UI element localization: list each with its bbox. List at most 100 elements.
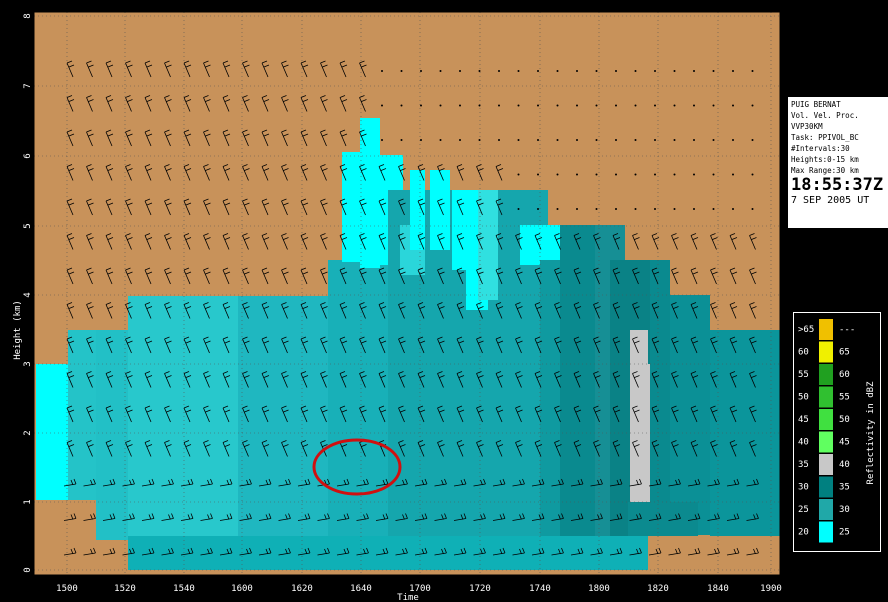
wind-barb: [242, 164, 250, 181]
wind-barb: [453, 513, 467, 521]
x-tick-label: 1900: [760, 584, 782, 594]
wind-barb: [456, 302, 465, 319]
wind-barb: [164, 267, 172, 285]
wind-barb: [400, 70, 403, 72]
wind-barb: [261, 198, 270, 216]
wind-barb: [456, 233, 465, 250]
wind-barb: [400, 104, 403, 107]
reflectivity-cell: [128, 296, 241, 536]
wind-barb: [690, 440, 699, 457]
wind-barb: [86, 405, 94, 423]
wind-barb: [395, 547, 408, 556]
wind-barb: [125, 405, 133, 423]
wind-barb: [732, 70, 734, 72]
wind-barb: [673, 139, 676, 141]
x-tick-label: 1820: [647, 584, 669, 594]
wind-barb: [726, 513, 740, 521]
wind-barb: [339, 336, 348, 354]
wind-barb: [729, 302, 738, 319]
wind-barb: [180, 478, 194, 487]
wind-barb: [437, 440, 445, 457]
wind-barb: [495, 302, 504, 319]
wind-barb: [615, 173, 617, 176]
wind-barb: [297, 547, 311, 556]
wind-barb: [595, 173, 598, 176]
wind-barb: [459, 104, 461, 107]
wind-barb: [261, 129, 270, 147]
wind-barb: [729, 371, 738, 388]
y-tick-label: 1: [23, 499, 33, 504]
wind-barb: [297, 478, 311, 487]
wind-barb: [417, 164, 426, 181]
wind-barb: [456, 336, 465, 354]
wind-barb: [219, 547, 233, 556]
legend-low: 45: [798, 415, 809, 425]
wind-barb: [751, 139, 754, 141]
wind-barb: [378, 233, 387, 250]
wind-barb: [498, 139, 500, 141]
wind-barb: [183, 198, 192, 216]
wind-barb: [673, 104, 676, 107]
wind-barb: [648, 547, 662, 556]
legend-low: 60: [798, 348, 809, 358]
wind-barb: [671, 440, 679, 457]
wind-barb: [417, 198, 426, 216]
wind-barb: [671, 405, 679, 423]
wind-barb: [515, 440, 523, 457]
wind-barb: [593, 233, 601, 250]
wind-barb: [317, 513, 330, 521]
wind-barb: [281, 440, 289, 457]
legend-low: 30: [798, 483, 809, 493]
wind-barb: [570, 547, 584, 556]
wind-barb: [615, 208, 617, 210]
legend-low: 55: [798, 370, 809, 380]
wind-barb: [615, 70, 617, 72]
wind-barb: [693, 70, 695, 72]
wind-barb: [534, 336, 543, 354]
wind-barb: [517, 104, 520, 107]
task-name: Task: PPIVOL_BC: [791, 133, 859, 142]
legend-high: 45: [839, 438, 850, 448]
wind-barb: [414, 478, 428, 487]
legend-low: 20: [798, 528, 809, 538]
wind-barb: [398, 233, 406, 250]
wind-barb: [219, 513, 233, 521]
wind-barb: [478, 70, 481, 72]
wind-barb: [459, 139, 461, 141]
wind-barb: [378, 198, 387, 216]
wind-barb: [339, 302, 348, 319]
wind-barb: [492, 478, 506, 487]
wind-barb: [86, 440, 94, 457]
wind-barb: [86, 336, 94, 354]
wind-barb: [437, 267, 445, 285]
wind-barb: [281, 198, 289, 216]
y-tick-label: 5: [23, 223, 33, 228]
wind-barb: [339, 405, 348, 423]
wind-barb: [320, 164, 328, 181]
wind-barb: [359, 405, 367, 423]
wind-barb: [400, 139, 403, 141]
wind-barb: [712, 139, 715, 141]
wind-barb: [437, 164, 445, 181]
wind-barb: [300, 164, 309, 181]
wind-barb: [86, 267, 94, 285]
wind-barb: [534, 267, 543, 285]
legend-title: Reflectivity in dBZ: [866, 381, 876, 485]
wind-barb: [378, 302, 387, 319]
wind-barb: [629, 478, 642, 487]
y-tick-label: 7: [23, 83, 33, 88]
wind-barb: [707, 547, 720, 556]
wind-barb: [556, 173, 559, 176]
wind-barb: [242, 95, 250, 112]
x-tick-label: 1540: [173, 584, 195, 594]
wind-barb: [687, 478, 701, 487]
legend-high: 55: [839, 393, 850, 403]
wind-barb: [537, 139, 539, 141]
wind-barb: [203, 129, 211, 147]
wind-barb: [297, 513, 311, 521]
wind-barb: [125, 302, 133, 319]
wind-barb: [203, 440, 211, 457]
wind-barb: [378, 164, 387, 181]
y-tick-label: 4: [23, 292, 33, 297]
wind-barb: [359, 129, 367, 147]
